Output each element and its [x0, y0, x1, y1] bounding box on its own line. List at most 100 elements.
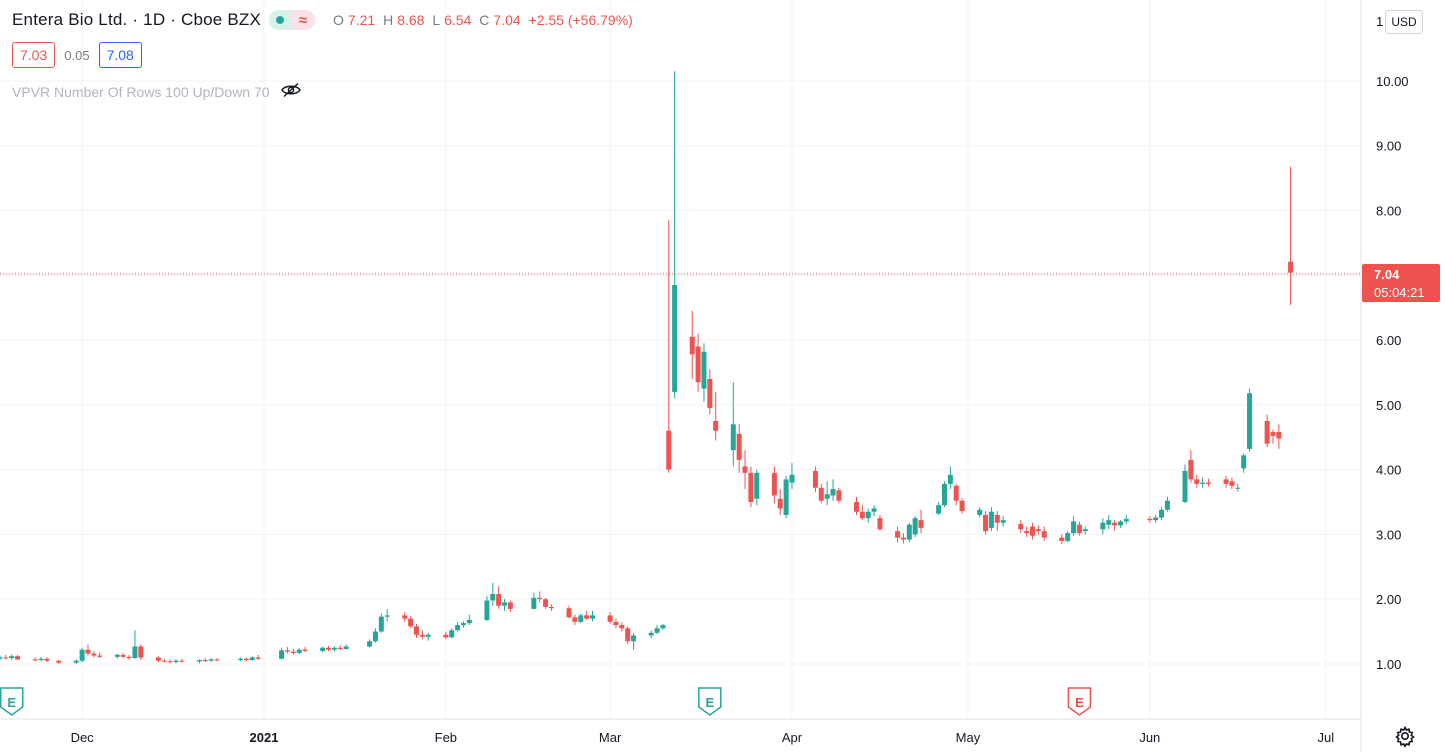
candle-body [372, 631, 378, 642]
candle-body [543, 599, 549, 607]
candle-body [3, 657, 9, 659]
candle-body [91, 653, 97, 656]
candle-body [1182, 470, 1188, 503]
currency-button[interactable]: USD [1385, 10, 1423, 34]
candle-body [895, 531, 901, 538]
candle-body [1065, 533, 1071, 541]
candle-body [296, 649, 302, 653]
candle-body [202, 660, 208, 662]
candle-body [1164, 500, 1170, 510]
price-tick-label: 4.00 [1376, 463, 1401, 478]
ohlc-values: O 7.21 H 8.68 L 6.54 C 7.04 +2.55 (+56.79%) [333, 12, 633, 28]
candle-body [1270, 432, 1276, 436]
price-tick-label: 2.00 [1376, 592, 1401, 607]
open-value: 7.21 [347, 12, 376, 28]
candle-body [754, 472, 760, 499]
candle-body [830, 489, 836, 496]
candle-body [1264, 421, 1270, 444]
candle-body [343, 646, 349, 650]
candle-body [654, 628, 660, 633]
candle-body [378, 616, 384, 632]
earnings-marker[interactable]: E [698, 687, 722, 716]
price-tick-label: 8.00 [1376, 204, 1401, 219]
candle-body [1071, 521, 1077, 534]
bid-button[interactable]: 7.03 [12, 42, 56, 68]
candle-body [384, 615, 390, 617]
time-tick-label: Jun [1139, 730, 1160, 745]
candle-body [1035, 529, 1041, 532]
earnings-marker-label: E [7, 695, 16, 710]
candle-body [619, 625, 625, 629]
candle-body [859, 511, 865, 519]
candle-body [320, 647, 326, 651]
earnings-marker[interactable]: E [1067, 687, 1092, 716]
candle-body [1235, 487, 1241, 489]
candle-body [507, 602, 513, 609]
price-tick-label: 6.00 [1376, 333, 1401, 348]
candle-body [490, 593, 496, 601]
candles [0, 71, 1294, 664]
price-axis-top-tick: 1 [1376, 14, 1383, 29]
candle-body [1123, 518, 1129, 522]
low-value: 6.54 [444, 12, 472, 28]
candle-body [1106, 520, 1112, 525]
candle-body [566, 608, 572, 618]
candle-body [689, 336, 695, 355]
candle-body [408, 618, 414, 627]
candle-body [367, 641, 373, 647]
candle-body [1029, 526, 1035, 536]
candle-body [631, 635, 637, 642]
candle-body [959, 500, 965, 512]
time-tick-label: Feb [435, 730, 457, 745]
candle-body [783, 479, 789, 515]
candle-body [1194, 479, 1200, 484]
candle-body [279, 650, 285, 659]
price-axis[interactable]: 1.002.003.004.005.006.007.008.009.0010.0… [1376, 74, 1409, 672]
candle-body [0, 657, 3, 659]
candle-body [1117, 521, 1123, 526]
eye-off-icon[interactable] [280, 82, 302, 101]
candle-body [1153, 517, 1159, 521]
candle-body [173, 660, 179, 662]
ask-button[interactable]: 7.08 [98, 42, 142, 68]
candle-body [977, 509, 983, 515]
price-tick-label: 1.00 [1376, 657, 1401, 672]
candle-body [672, 285, 678, 392]
indicator-legend[interactable]: VPVR Number Of Rows 100 Up/Down 70 [12, 82, 302, 101]
candle-body [590, 615, 596, 619]
time-tick-label: Apr [782, 730, 803, 745]
market-open-icon [269, 10, 292, 30]
time-axis-bg [0, 719, 1361, 752]
candle-body [994, 514, 1000, 523]
candle-body [114, 654, 120, 657]
candle-body [707, 378, 713, 409]
earnings-marker-label: E [705, 695, 714, 710]
candle-body [988, 511, 994, 528]
candle-body [1018, 524, 1024, 530]
candle-body [138, 646, 144, 658]
candle-body [1076, 524, 1082, 534]
candle-body [1112, 522, 1118, 526]
candle-body [73, 660, 79, 663]
last-price-label: 7.04 [1374, 267, 1400, 282]
candle-body [736, 433, 742, 460]
candle-body [249, 657, 255, 661]
market-status[interactable]: ≈ [269, 10, 316, 30]
price-tick-label: 5.00 [1376, 398, 1401, 413]
symbol-legend: Entera Bio Ltd. · 1D · Cboe BZX ≈ O 7.21 … [12, 10, 633, 30]
candle-body [1100, 522, 1106, 530]
candle-body [449, 630, 455, 638]
gear-icon[interactable] [1394, 725, 1416, 749]
candle-body [496, 593, 502, 606]
candle-body [214, 659, 220, 661]
price-tick-label: 3.00 [1376, 527, 1401, 542]
time-tick-label: Jul [1317, 730, 1334, 745]
open-label: O [333, 12, 344, 28]
symbol-title[interactable]: Entera Bio Ltd. · 1D · Cboe BZX [12, 10, 262, 29]
candle-body [302, 649, 308, 651]
earnings-marker[interactable]: E [0, 687, 24, 716]
candle-body [502, 602, 508, 606]
time-axis[interactable]: Dec 2021 Feb Mar Apr May Jun Jul [71, 730, 1335, 745]
